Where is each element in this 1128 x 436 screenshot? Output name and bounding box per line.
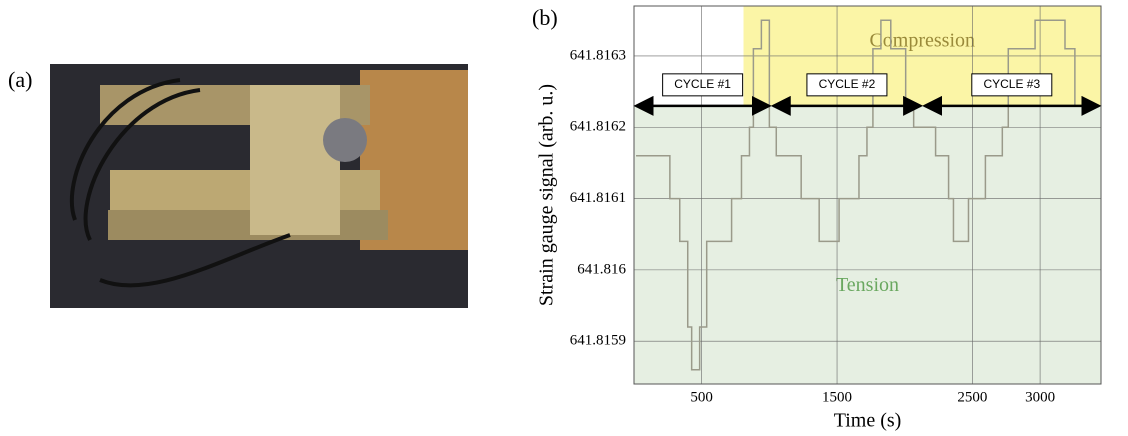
photo-clamp xyxy=(250,85,340,235)
photo-frame xyxy=(108,210,388,240)
panel-label: (a) xyxy=(8,67,32,92)
y-tick-label: 641.8159 xyxy=(570,333,626,349)
x-tick-label: 500 xyxy=(690,389,713,405)
photo xyxy=(50,64,468,308)
cycle-label: CYCLE #2 xyxy=(819,77,876,91)
y-axis-title: Strain gauge signal (arb. u.) xyxy=(536,84,558,306)
photo-bearing xyxy=(323,118,367,162)
region-label: Compression xyxy=(869,30,975,52)
cycle-label: CYCLE #1 xyxy=(674,77,731,91)
x-axis-title: Time (s) xyxy=(834,410,902,432)
region-label: Tension xyxy=(836,274,899,296)
photo-cables xyxy=(69,78,291,288)
y-tick-label: 641.8161 xyxy=(570,190,626,206)
cycle-box xyxy=(971,73,1053,97)
x-tick-label: 3000 xyxy=(1025,389,1055,405)
y-tick-label: 641.8162 xyxy=(570,119,626,135)
cycle-box xyxy=(806,73,888,97)
y-tick-label: 641.8163 xyxy=(570,47,626,63)
x-tick-label: 1500 xyxy=(822,389,852,405)
y-tick-label: 641.816 xyxy=(577,261,626,277)
plot-frame xyxy=(633,5,1102,385)
x-tick-label: 2500 xyxy=(957,389,987,405)
data-line xyxy=(636,19,1101,371)
cycle-label: CYCLE #3 xyxy=(983,77,1040,91)
cycle-box xyxy=(662,73,744,97)
panel-label: (b) xyxy=(532,5,558,30)
